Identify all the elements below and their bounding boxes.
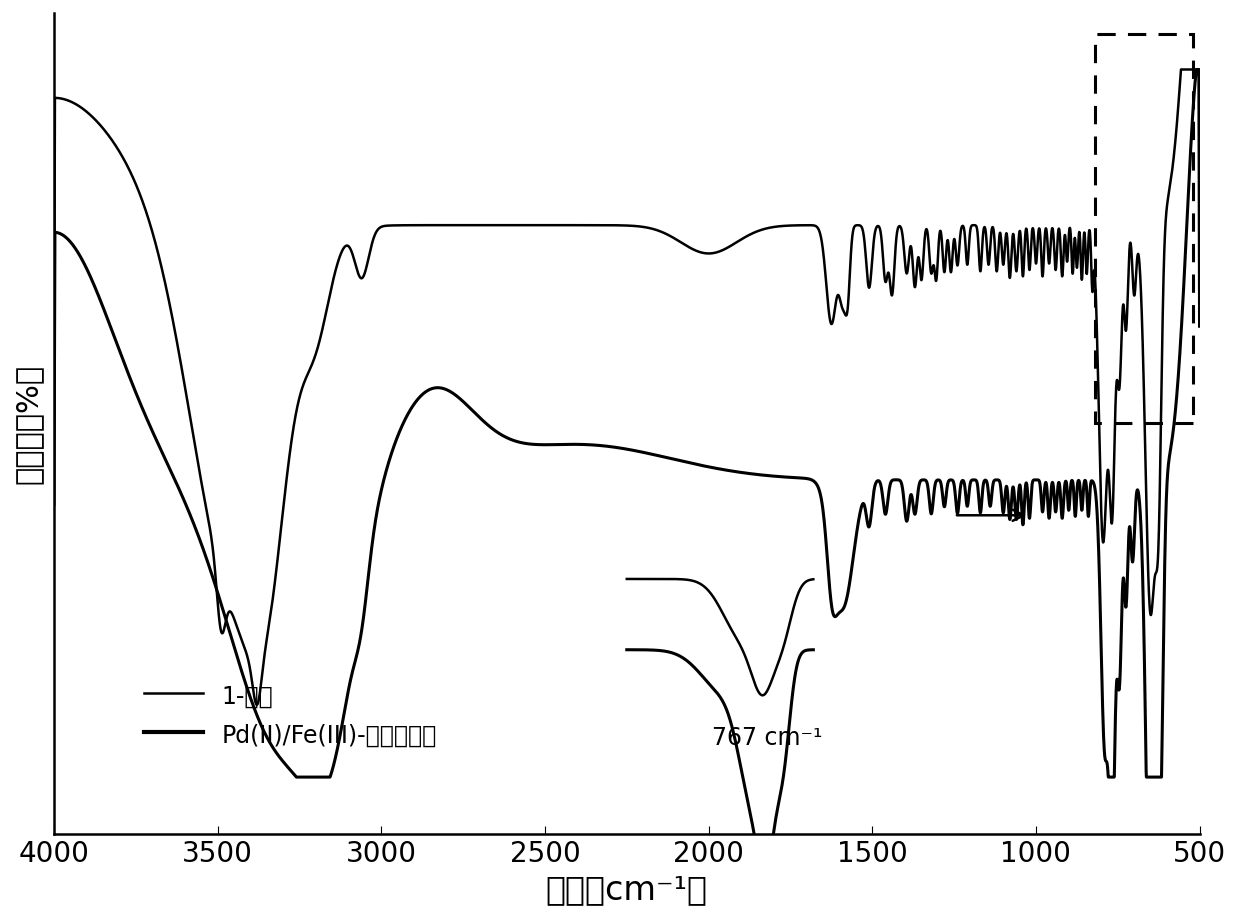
Text: 767 cm⁻¹: 767 cm⁻¹: [712, 725, 822, 749]
Y-axis label: 透光率（%）: 透光率（%）: [14, 364, 43, 483]
Legend: 1-萸胺, Pd(II)/Fe(III)-萸胺络合物: 1-萸胺, Pd(II)/Fe(III)-萸胺络合物: [134, 674, 446, 756]
Bar: [1095, 35, 1193, 424]
X-axis label: 波长（cm⁻¹）: 波长（cm⁻¹）: [546, 872, 708, 905]
